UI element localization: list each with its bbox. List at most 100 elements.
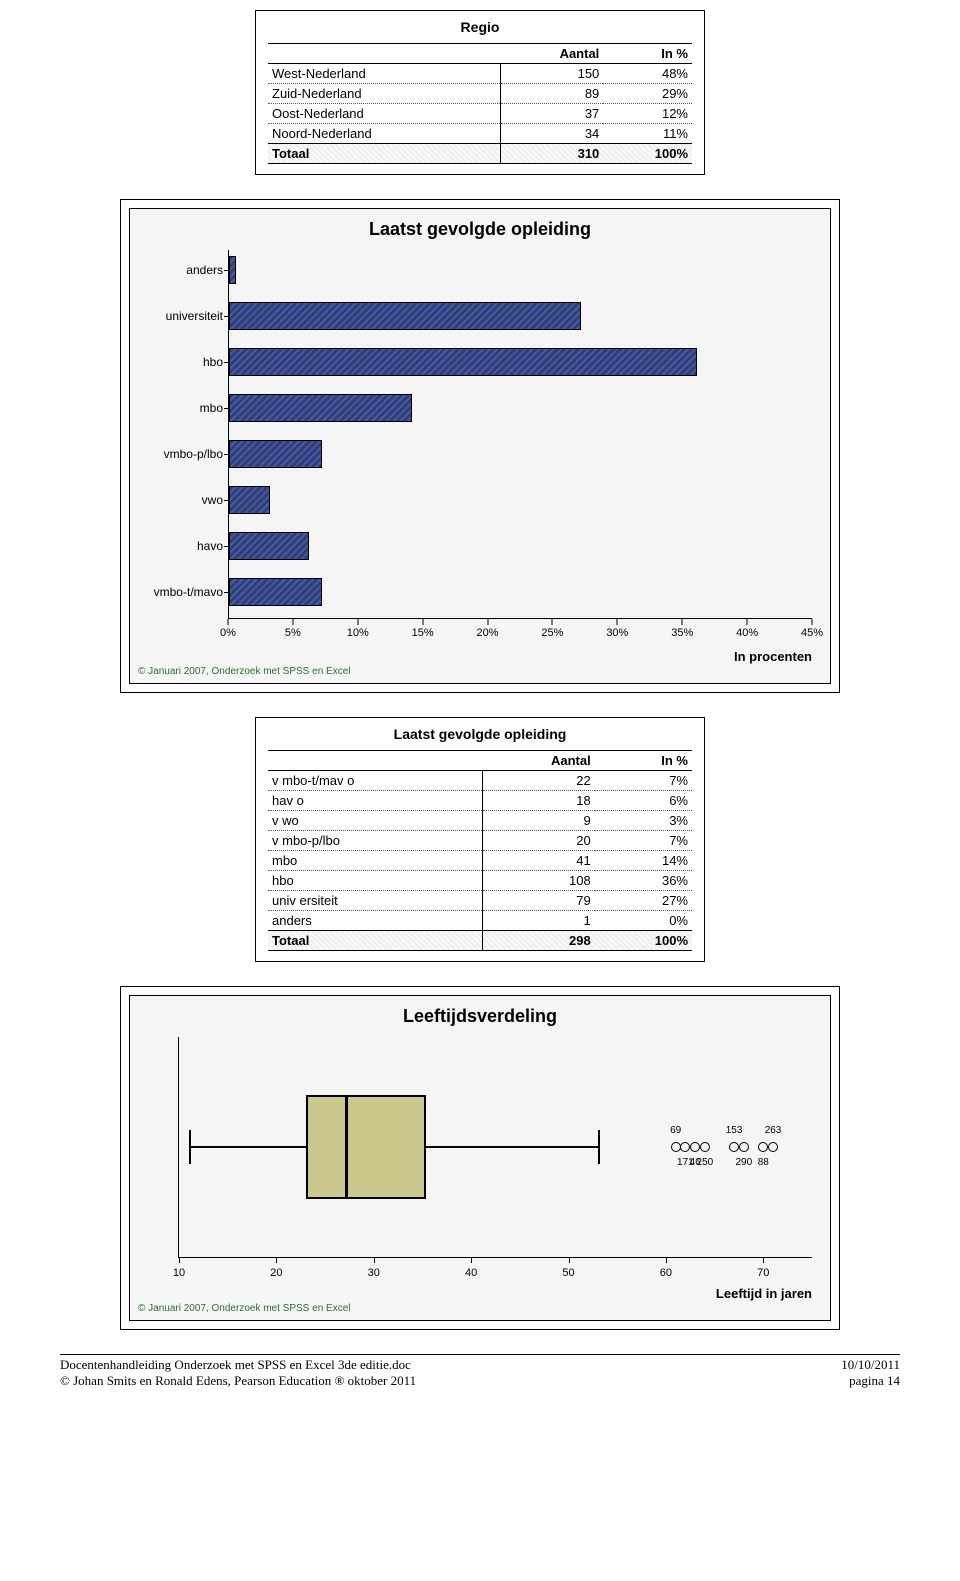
cell-aantal: 79 <box>482 891 595 911</box>
boxplot-outlier <box>729 1142 739 1152</box>
x-tick-label: 40% <box>736 627 758 639</box>
cell-label: univ ersiteit <box>268 891 482 911</box>
table-row: West-Nederland15048% <box>268 64 692 84</box>
table-row: hbo10836% <box>268 871 692 891</box>
boxplot-xlabel: Leeftijd in jaren <box>138 1286 812 1301</box>
bar <box>229 532 309 560</box>
footer-doc-name: Docentenhandleiding Onderzoek met SPSS e… <box>60 1357 416 1373</box>
page-footer-right: 10/10/2011 pagina 14 <box>841 1357 900 1389</box>
bar <box>229 256 236 284</box>
regio-col-blank <box>268 44 501 64</box>
cell-aantal: 89 <box>501 84 604 104</box>
x-tick-label: 20% <box>477 627 499 639</box>
table-row: v wo93% <box>268 811 692 831</box>
boxplot-median <box>345 1097 348 1197</box>
table-total-row: Totaal298100% <box>268 931 692 951</box>
opleiding-barchart-plot: anders universiteit hbo mbo vmbo-p/lbo vwo hav… <box>228 250 812 619</box>
cell-label: v wo <box>268 811 482 831</box>
x-tick-label: 40 <box>465 1267 477 1279</box>
opleiding-barchart-title: Laatst gevolgde opleiding <box>138 219 822 240</box>
x-tick-label: 50 <box>562 1267 574 1279</box>
boxplot-title: Leeftijdsverdeling <box>138 1006 822 1027</box>
outlier-label: 290 <box>735 1157 752 1168</box>
bar-category-label: vmbo-p/lbo <box>135 447 223 461</box>
bar-row: vmbo-p/lbo <box>229 434 812 474</box>
cell-pct: 0% <box>595 911 692 931</box>
table-row: Zuid-Nederland8929% <box>268 84 692 104</box>
x-tick-label: 35% <box>671 627 693 639</box>
opleiding-col-blank <box>268 751 482 771</box>
x-tick-label: 20 <box>270 1267 282 1279</box>
cell-pct: 48% <box>603 64 692 84</box>
bar <box>229 348 697 376</box>
opleiding-barchart-xaxis: 0%5%10%15%20%25%30%35%40%45% <box>228 619 812 647</box>
cell-pct: 27% <box>595 891 692 911</box>
outlier-label: 153 <box>726 1125 743 1136</box>
bar-category-label: anders <box>135 263 223 277</box>
cell-aantal: 41 <box>482 851 595 871</box>
bar-row: hbo <box>229 342 812 382</box>
boxplot-outlier <box>680 1142 690 1152</box>
cell-aantal: 1 <box>482 911 595 931</box>
cell-aantal: 150 <box>501 64 604 84</box>
boxplot-box <box>306 1095 427 1199</box>
opleiding-barchart-panel: Laatst gevolgde opleiding anders universi… <box>120 199 840 693</box>
boxplot-panel: Leeftijdsverdeling 691714625015329088263… <box>120 986 840 1330</box>
x-tick-label: 45% <box>801 627 823 639</box>
x-tick-label: 25% <box>541 627 563 639</box>
outlier-label: 69 <box>670 1125 681 1136</box>
cell-pct: 12% <box>603 104 692 124</box>
cell-label: v mbo-t/mav o <box>268 771 482 791</box>
bar-row: vmbo-t/mavo <box>229 572 812 612</box>
bar-row: havo <box>229 526 812 566</box>
cell-pct: 11% <box>603 124 692 144</box>
cell-label: anders <box>268 911 482 931</box>
bar <box>229 578 322 606</box>
page-footer-left: Docentenhandleiding Onderzoek met SPSS e… <box>60 1357 416 1389</box>
opleiding-col-aantal: Aantal <box>482 751 595 771</box>
bar-row: anders <box>229 250 812 290</box>
x-tick-label: 30% <box>606 627 628 639</box>
boxplot-outlier <box>768 1142 778 1152</box>
regio-table-panel: Regio Aantal In % West-Nederland15048%Zu… <box>255 10 705 175</box>
cell-label: v mbo-p/lbo <box>268 831 482 851</box>
cell-pct: 14% <box>595 851 692 871</box>
footer-pagenum: pagina 14 <box>841 1373 900 1389</box>
opleiding-barchart-xlabel: In procenten <box>138 649 812 664</box>
cell-aantal: 9 <box>482 811 595 831</box>
cell-label: hbo <box>268 871 482 891</box>
table-row: Oost-Nederland3712% <box>268 104 692 124</box>
x-tick-label: 60 <box>660 1267 672 1279</box>
bar-row: mbo <box>229 388 812 428</box>
bar <box>229 302 581 330</box>
bar-category-label: hbo <box>135 355 223 369</box>
bar-row: vwo <box>229 480 812 520</box>
regio-col-aantal: Aantal <box>501 44 604 64</box>
cell-pct: 7% <box>595 771 692 791</box>
boxplot-outlier <box>690 1142 700 1152</box>
x-tick-label: 0% <box>220 627 236 639</box>
boxplot-footer: © Januari 2007, Onderzoek met SPSS en Ex… <box>138 1303 822 1314</box>
bar-row: universiteit <box>229 296 812 336</box>
page-footer: Docentenhandleiding Onderzoek met SPSS e… <box>60 1354 900 1389</box>
x-tick-label: 5% <box>285 627 301 639</box>
bar <box>229 440 322 468</box>
boxplot-outlier <box>671 1142 681 1152</box>
outlier-label: 88 <box>758 1157 769 1168</box>
table-total-row: Totaal310100% <box>268 144 692 164</box>
cell-aantal: 22 <box>482 771 595 791</box>
regio-table-title: Regio <box>268 19 692 35</box>
bar-category-label: vmbo-t/mavo <box>135 585 223 599</box>
regio-col-pct: In % <box>603 44 692 64</box>
table-row: mbo4114% <box>268 851 692 871</box>
x-tick-label: 70 <box>757 1267 769 1279</box>
footer-date: 10/10/2011 <box>841 1357 900 1373</box>
cell-pct: 36% <box>595 871 692 891</box>
bar-category-label: havo <box>135 539 223 553</box>
opleiding-col-pct: In % <box>595 751 692 771</box>
bar <box>229 486 270 514</box>
bar-category-label: universiteit <box>135 309 223 323</box>
cell-label: hav o <box>268 791 482 811</box>
cell-aantal: 20 <box>482 831 595 851</box>
regio-table: Aantal In % West-Nederland15048%Zuid-Ned… <box>268 43 692 164</box>
